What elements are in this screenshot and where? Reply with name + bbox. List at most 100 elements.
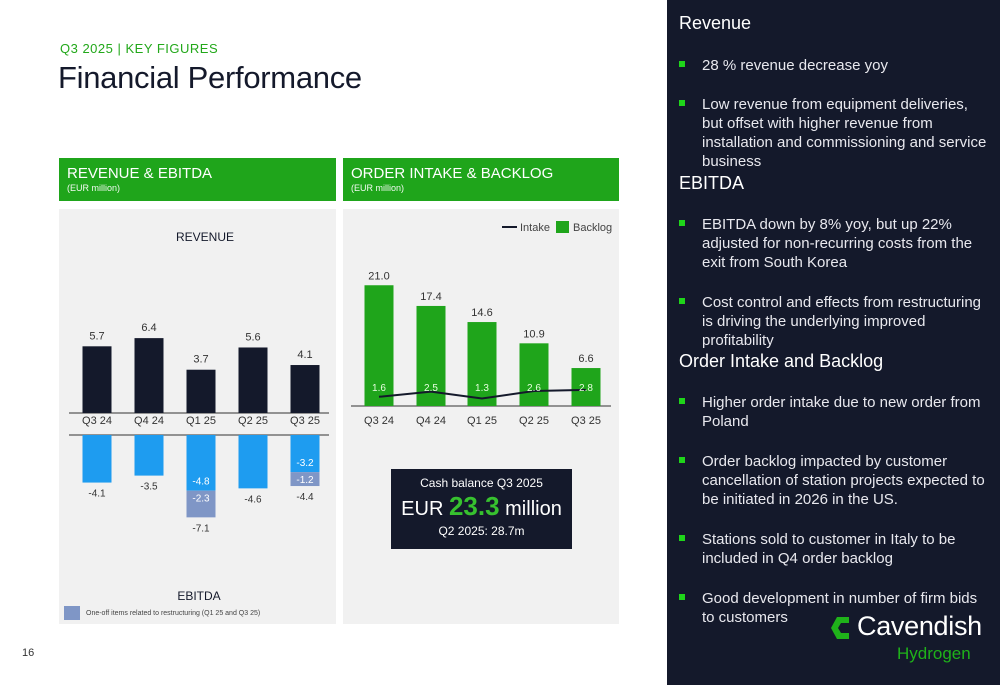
bullet-text: Stations sold to customer in Italy to be…: [702, 531, 956, 567]
bullet-text: Higher order intake due to new order fro…: [702, 394, 981, 430]
bullet: Stations sold to customer in Italy to be…: [679, 530, 989, 568]
ebitda-bar: [290, 435, 320, 473]
revenue-bar: [238, 347, 268, 413]
bullet-icon: [679, 220, 685, 226]
page-subtitle: Q3 2025 | KEY FIGURES: [60, 41, 219, 56]
revenue-bar: [134, 338, 164, 413]
backlog-value-label: 10.9: [523, 328, 544, 340]
bullet: EBITDA down by 8% yoy, but up 22% adjust…: [679, 215, 989, 272]
one-off-bar: [186, 490, 216, 518]
backlog-value-label: 14.6: [471, 307, 492, 319]
backlog-value-label: 6.6: [578, 353, 593, 365]
revenue-ebitda-unit: (EUR million): [67, 183, 121, 193]
backlog-value-label: 21.0: [368, 270, 389, 282]
intake-legend-label: Intake: [520, 222, 550, 234]
order-intake-header: ORDER INTAKE & BACKLOG (EUR million): [343, 158, 619, 201]
backlog-bar: [467, 322, 497, 406]
x-tick-label: Q3 25: [571, 415, 601, 427]
ebitda-value-label: -4.1: [88, 489, 106, 500]
commentary-panel: Revenue 28 % revenue decrease yoy Low re…: [667, 0, 1000, 685]
one-off-bar: [290, 472, 320, 487]
bullet: Low revenue from equipment deliveries, b…: [679, 95, 989, 171]
one-off-legend-swatch: [64, 606, 80, 620]
ebitda-value-label: -4.8: [192, 477, 210, 488]
ebitda-value-label: -4.6: [244, 494, 262, 505]
cash-balance-box: Cash balance Q3 2025 EUR 23.3 million Q2…: [391, 469, 572, 549]
intake-value-label: 1.6: [372, 383, 386, 394]
revenue-value-label: 6.4: [141, 322, 156, 334]
bullet: Cost control and effects from restructur…: [679, 293, 989, 350]
bullet-icon: [679, 535, 685, 541]
bullet: Higher order intake due to new order fro…: [679, 393, 989, 431]
revenue-value-label: 5.7: [89, 330, 104, 342]
ebitda-bar: [238, 435, 268, 489]
cash-balance-value-row: EUR 23.3 million: [391, 492, 572, 523]
ebitda-chart-title: EBITDA: [177, 589, 220, 603]
revenue-value-label: 5.6: [245, 331, 260, 343]
bullet-icon: [679, 457, 685, 463]
backlog-bar: [519, 343, 549, 406]
x-tick-label: Q4 24: [416, 415, 446, 427]
revenue-ebitda-chart: REVENUE EBITDA 5.7 Q3 24 6.4 Q4 24 3.7 Q1 25 5…: [69, 230, 329, 603]
backlog-bar: [571, 368, 601, 406]
x-tick-label: Q2 25: [519, 415, 549, 427]
backlog-value-label: 17.4: [420, 291, 441, 303]
logo-name: Cavendish: [857, 611, 982, 641]
ebitda-total-label: -4.4: [296, 492, 314, 503]
order-intake-unit: (EUR million): [351, 183, 405, 193]
one-off-value-label: -2.3: [192, 494, 210, 505]
x-tick-label: Q3 25: [290, 415, 320, 427]
x-tick-label: Q1 25: [186, 415, 216, 427]
x-tick-label: Q2 25: [238, 415, 268, 427]
bullet-icon: [679, 298, 685, 304]
x-tick-label: Q4 24: [134, 415, 164, 427]
section-title-ebitda: EBITDA: [679, 173, 745, 193]
bullet-text: EBITDA down by 8% yoy, but up 22% adjust…: [702, 216, 973, 271]
intake-value-label: 2.6: [527, 383, 541, 394]
one-off-legend-label: One-off items related to restructuring (…: [86, 610, 261, 617]
cash-balance-previous: Q2 2025: 28.7m: [438, 524, 525, 538]
revenue-value-label: 4.1: [297, 349, 312, 361]
ebitda-bar: [186, 435, 216, 491]
backlog-legend-swatch: [556, 221, 569, 233]
bullet-text: Good development in number of firm bids …: [702, 590, 978, 626]
backlog-bar: [416, 305, 446, 406]
revenue-bar: [186, 369, 216, 413]
revenue-value-label: 3.7: [193, 354, 208, 366]
x-tick-label: Q3 24: [364, 415, 394, 427]
revenue-ebitda-panel: REVENUE EBITDA 5.7 Q3 24 6.4 Q4 24 3.7 Q1 25 5…: [59, 209, 336, 624]
order-intake-chart: Intake Backlog 21.0 Q3 24 17.4 Q4 24 14.6 Q1 …: [351, 221, 612, 427]
page-number: 16: [22, 647, 35, 659]
x-tick-label: Q1 25: [467, 415, 497, 427]
cavendish-logo: Cavendish Hydrogen: [829, 611, 982, 666]
bullet: 28 % revenue decrease yoy: [679, 56, 989, 75]
ebitda-total-label: -7.1: [192, 523, 210, 534]
x-tick-label: Q3 24: [82, 415, 112, 427]
cash-balance-suffix: million: [505, 498, 562, 520]
bullet-text: 28 % revenue decrease yoy: [702, 57, 888, 74]
ebitda-bar: [134, 435, 164, 476]
intake-line: [378, 388, 587, 400]
bullet-text: Order backlog impacted by customer cance…: [702, 453, 985, 508]
bullet-text: Cost control and effects from restructur…: [702, 294, 982, 349]
ebitda-value-label: -3.2: [296, 458, 314, 469]
order-intake-panel: Intake Backlog 21.0 Q3 24 17.4 Q4 24 14.6 Q1 …: [343, 209, 619, 624]
order-intake-heading: ORDER INTAKE & BACKLOG: [351, 165, 554, 182]
backlog-legend-label: Backlog: [573, 222, 612, 234]
revenue-bar: [82, 346, 112, 413]
ebitda-value-label: -3.5: [140, 482, 158, 493]
revenue-bar: [290, 365, 320, 413]
cavendish-logo-icon: [831, 617, 849, 639]
logo-subtitle: Hydrogen: [897, 644, 971, 663]
revenue-ebitda-heading: REVENUE & EBITDA: [67, 165, 213, 182]
revenue-ebitda-header: REVENUE & EBITDA (EUR million): [59, 158, 336, 201]
intake-value-label: 2.8: [579, 383, 593, 394]
bullet-icon: [679, 100, 685, 106]
revenue-chart-title: REVENUE: [176, 230, 234, 244]
bullet-icon: [679, 61, 685, 67]
section-title-revenue: Revenue: [679, 13, 752, 33]
one-off-value-label: -1.2: [296, 475, 314, 486]
ebitda-bar: [82, 435, 112, 483]
bullet-text: Low revenue from equipment deliveries, b…: [702, 96, 987, 170]
bullet: Order backlog impacted by customer cance…: [679, 452, 989, 509]
